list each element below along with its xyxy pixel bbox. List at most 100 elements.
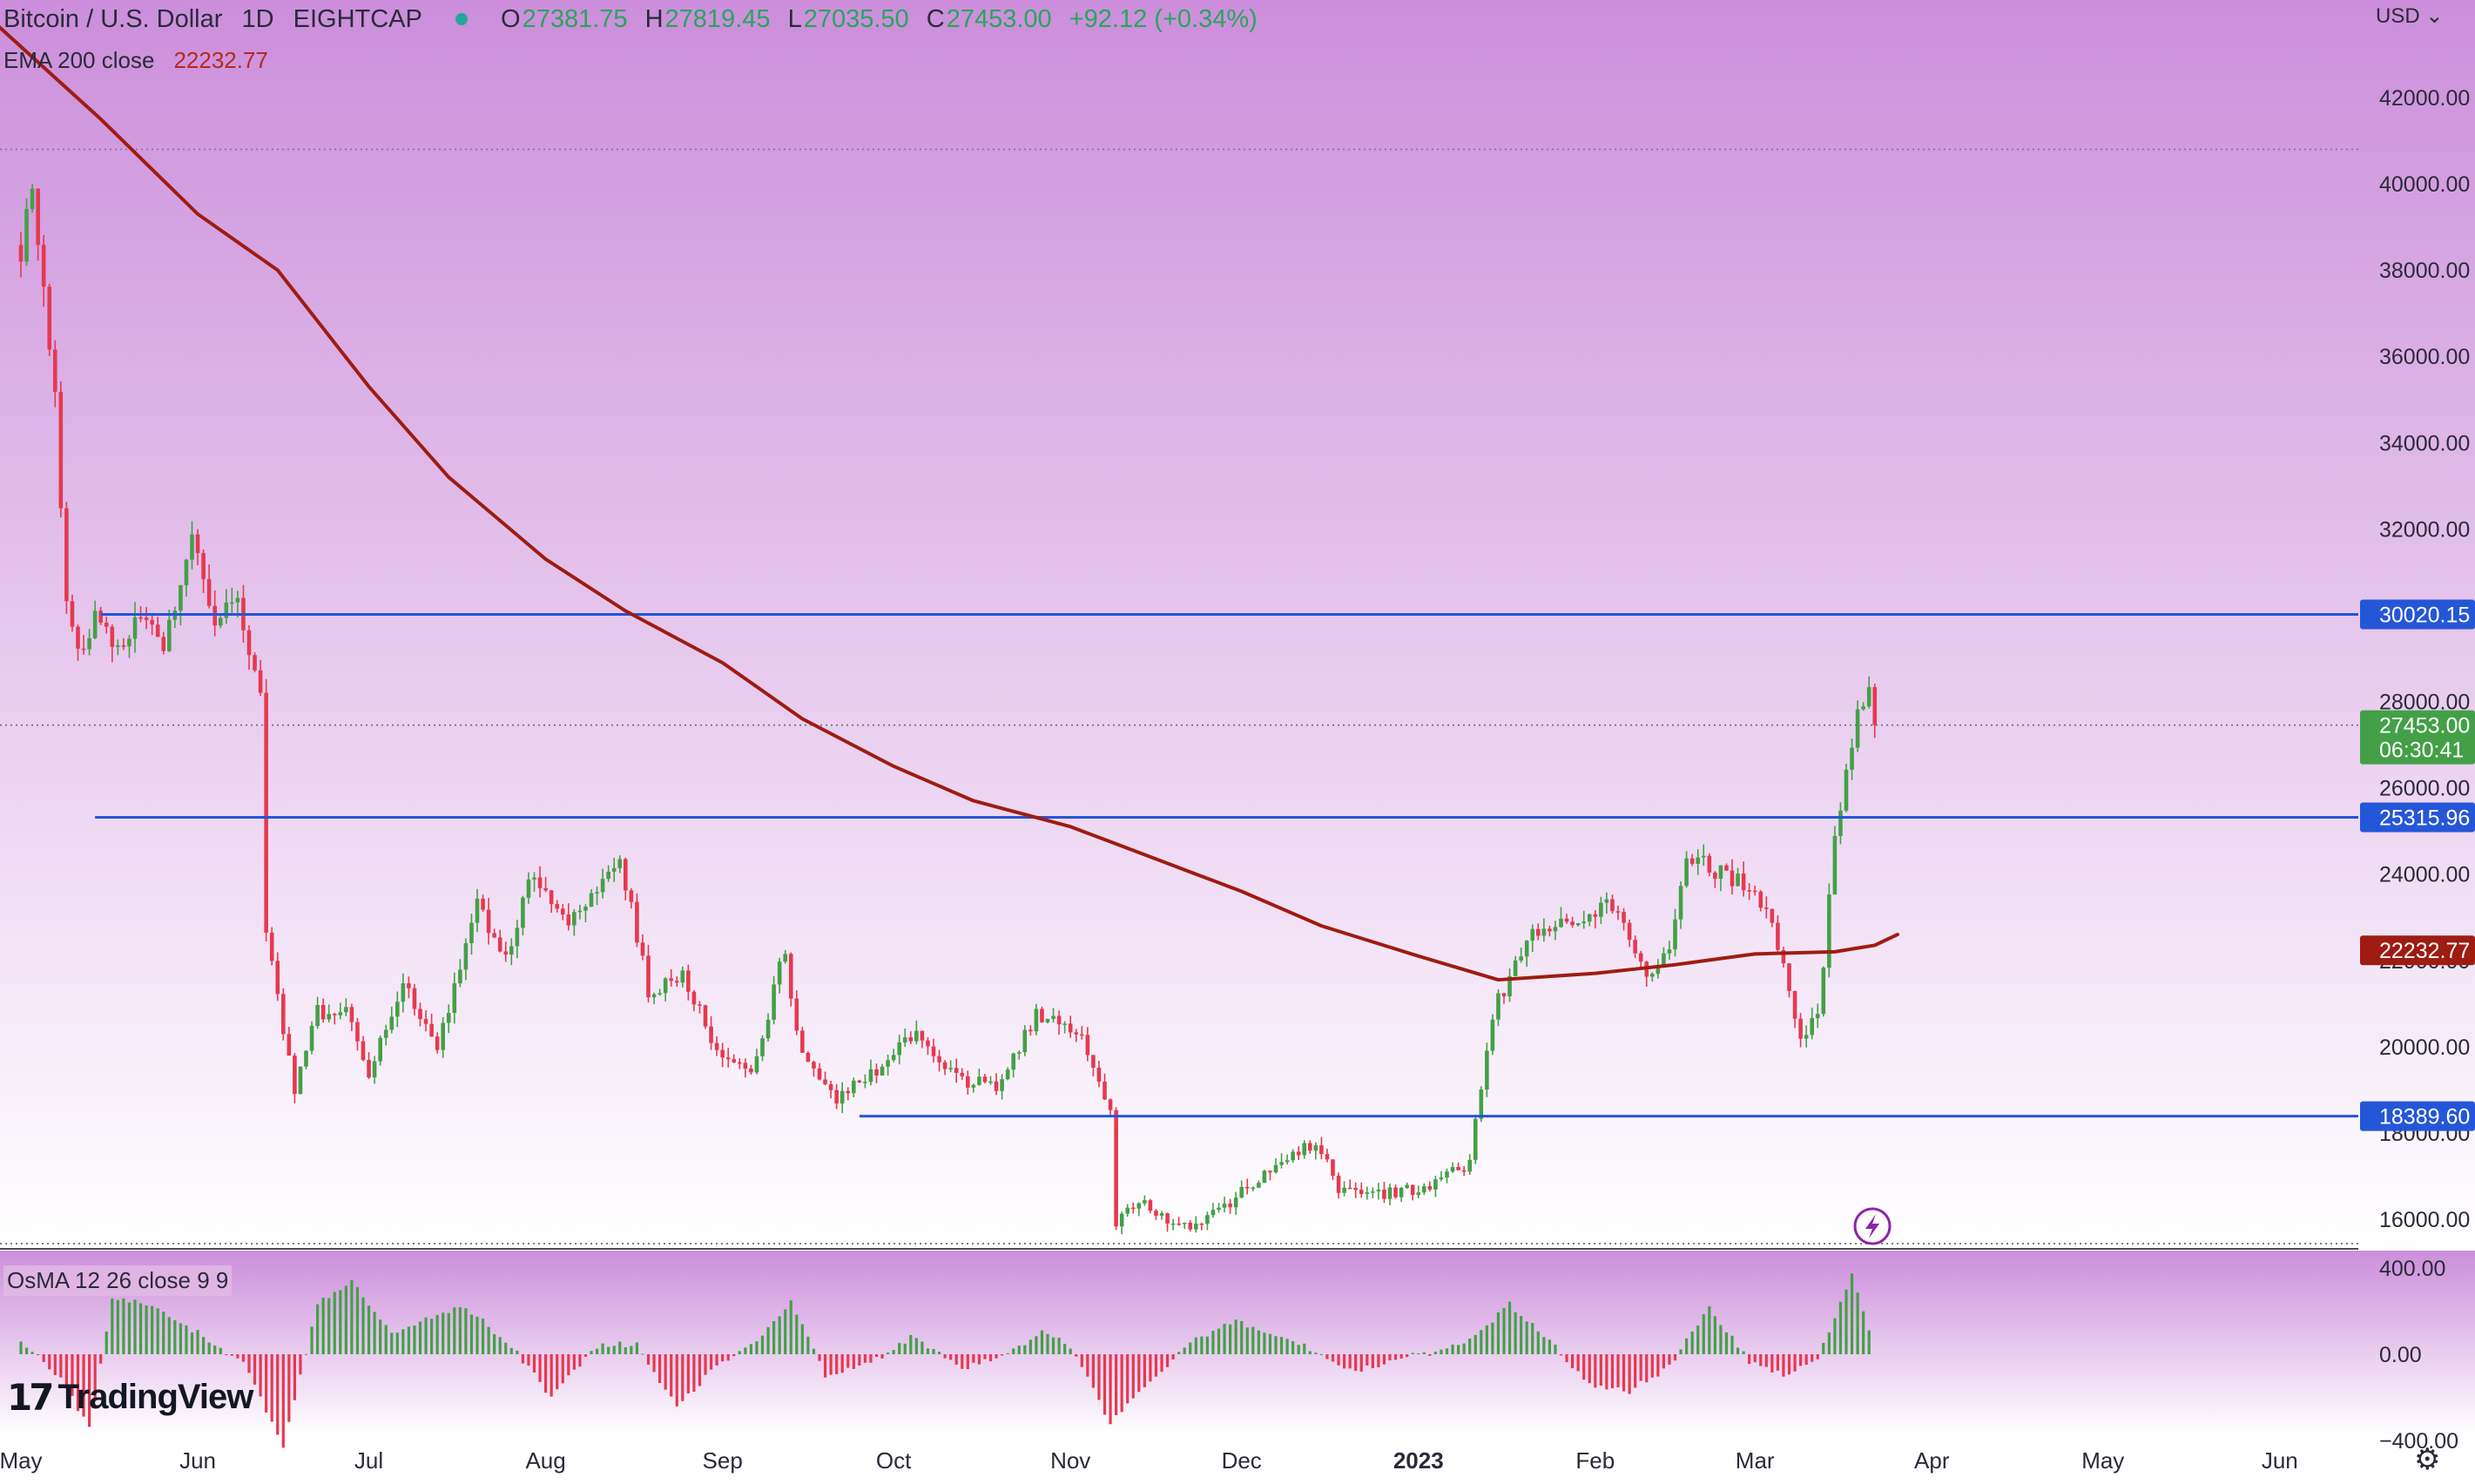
osma-bar <box>1040 1330 1044 1354</box>
level-price-label-bg <box>2360 599 2475 630</box>
candle-body <box>401 983 406 1002</box>
osma-bar <box>190 1332 194 1354</box>
tradingview-logo[interactable]: 17 TradingView <box>7 1376 253 1419</box>
osma-bar <box>800 1324 804 1354</box>
close-key: C <box>926 5 945 33</box>
candle-body <box>116 645 120 647</box>
candle <box>1233 1191 1238 1215</box>
candle-body <box>1513 960 1518 976</box>
lightning-bolt-shape <box>1865 1214 1879 1238</box>
osma-bar <box>64 1354 68 1389</box>
osma-bar <box>1804 1354 1808 1366</box>
candle <box>281 988 286 1041</box>
candle <box>1188 1220 1193 1232</box>
candle-body <box>407 983 411 988</box>
osma-bar <box>1730 1335 1734 1354</box>
candle <box>1741 861 1746 897</box>
osma-bar <box>567 1354 570 1376</box>
candle-body <box>452 983 457 1014</box>
candle-body <box>1450 1166 1455 1172</box>
time-axis-tick: Jun <box>2262 1447 2298 1474</box>
osma-bar <box>812 1348 816 1354</box>
osma-bar <box>1782 1354 1785 1377</box>
osma-bar <box>458 1307 462 1354</box>
osma-bar <box>1748 1354 1751 1365</box>
candle <box>1022 1025 1028 1056</box>
osma-bar <box>840 1354 844 1373</box>
osma-bar <box>1457 1345 1460 1354</box>
candle-body <box>481 898 485 910</box>
candle-body <box>1080 1034 1084 1036</box>
osma-bar <box>1257 1330 1260 1354</box>
osma-bar <box>236 1354 239 1359</box>
interval-label[interactable]: 1D <box>241 5 274 33</box>
osma-bar <box>1171 1354 1175 1359</box>
osma-bar <box>829 1354 833 1375</box>
candle <box>1850 738 1854 780</box>
candle-body <box>1724 865 1729 871</box>
candle-body <box>1804 1035 1809 1039</box>
candle <box>749 1064 753 1076</box>
candle-body <box>30 188 35 210</box>
osma-bar <box>1069 1348 1072 1354</box>
candle <box>577 904 583 920</box>
osma-bar <box>1337 1354 1340 1366</box>
candle-body <box>1336 1176 1341 1193</box>
candle <box>407 976 411 999</box>
ema-legend[interactable]: EMA 200 close 22232.77 <box>3 47 268 74</box>
candle <box>1062 1021 1067 1034</box>
candle <box>304 1050 308 1069</box>
osma-bar <box>1086 1354 1089 1377</box>
candle <box>617 855 623 874</box>
candle-body <box>840 1090 845 1104</box>
candle <box>920 1030 925 1049</box>
osma-bar <box>225 1354 228 1355</box>
candle <box>812 1060 816 1077</box>
candle <box>1758 890 1764 912</box>
candle <box>1736 867 1740 887</box>
osma-bar <box>1154 1354 1158 1377</box>
candle <box>1433 1176 1438 1197</box>
currency-selector[interactable]: USD ⌄ <box>2376 3 2443 29</box>
candle-body <box>994 1081 999 1091</box>
candle-body <box>1108 1099 1113 1110</box>
gear-icon[interactable]: ⚙ <box>2414 1443 2441 1476</box>
market-status-icon <box>455 12 468 25</box>
candle-body <box>190 534 194 560</box>
candle-body <box>788 954 793 999</box>
osma-bar <box>1480 1330 1483 1354</box>
candle-body <box>1268 1170 1272 1173</box>
candle-body <box>611 867 617 872</box>
osma-bar <box>1354 1354 1358 1372</box>
osma-bar <box>156 1308 159 1354</box>
candle-body <box>1074 1032 1079 1035</box>
candle <box>725 1048 731 1068</box>
osma-bar <box>1816 1354 1819 1359</box>
osma-bar <box>1006 1352 1009 1354</box>
osma-bar <box>1856 1292 1859 1354</box>
candle <box>1114 1107 1118 1231</box>
candle <box>435 1032 440 1054</box>
osma-bar <box>1685 1338 1689 1354</box>
candle-body <box>1359 1190 1364 1194</box>
candle <box>994 1073 999 1096</box>
symbol-name[interactable]: Bitcoin / U.S. Dollar <box>3 5 223 33</box>
candle <box>646 944 651 1003</box>
osma-bar <box>995 1354 998 1359</box>
candle-body <box>458 969 462 984</box>
osma-bar <box>1080 1354 1083 1367</box>
candle-body <box>246 630 252 656</box>
osma-legend[interactable]: OsMA 12 26 close 9 9 <box>3 1265 233 1296</box>
osma-bar <box>133 1299 137 1354</box>
candle <box>287 1027 292 1056</box>
osma-bar <box>241 1354 246 1362</box>
osma-bar <box>641 1353 644 1355</box>
candle-body <box>572 912 577 926</box>
candle <box>1080 1026 1084 1040</box>
candle <box>908 1031 914 1044</box>
candle-body <box>58 391 64 509</box>
candle-body <box>1096 1068 1102 1082</box>
candle <box>481 894 485 913</box>
